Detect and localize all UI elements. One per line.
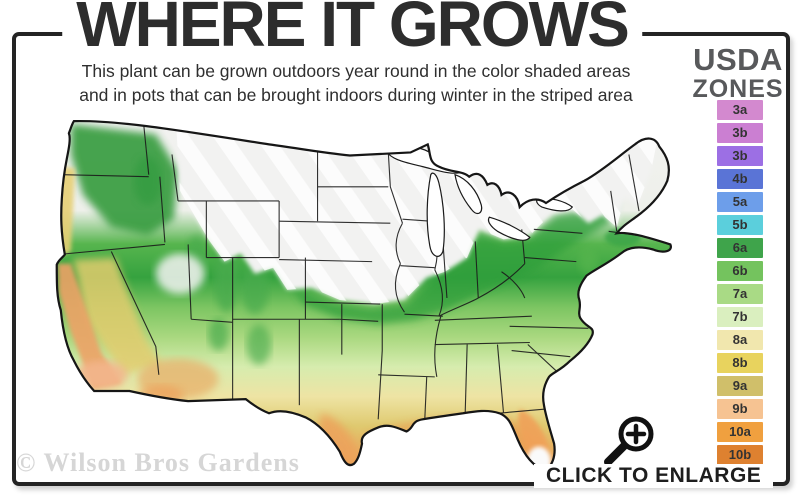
subtitle-line-1: This plant can be grown outdoors year ro… bbox=[81, 61, 631, 81]
zone-chip-9b: 9b bbox=[717, 399, 763, 419]
zone-chip-10b: 10b bbox=[717, 445, 763, 465]
us-hardiness-map bbox=[26, 110, 694, 482]
usda-zones-heading: USDA ZONES bbox=[683, 44, 793, 102]
us-map-graphic bbox=[55, 119, 672, 471]
zone-chip-5b: 5b bbox=[717, 215, 763, 235]
usda-heading-line2: ZONES bbox=[692, 75, 784, 103]
zone-chip-7a: 7a bbox=[717, 284, 763, 304]
usda-heading-line1: USDA bbox=[693, 42, 783, 77]
usda-zone-list: 3a 3b 3b 4b 5a 5b 6a 6b 7a 7b 8a 8b 9a 9b 10a 10b bbox=[717, 100, 763, 468]
zone-chip-3a: 3a bbox=[717, 100, 763, 120]
zone-chip-5a: 5a bbox=[717, 192, 763, 212]
subtitle: This plant can be grown outdoors year ro… bbox=[79, 60, 633, 107]
zone-chip-3b: 3b bbox=[717, 146, 763, 166]
zone-chip-3b: 3b bbox=[717, 123, 763, 143]
subtitle-line-2: and in pots that can be brought indoors … bbox=[79, 84, 633, 105]
zone-chip-4b: 4b bbox=[717, 169, 763, 189]
magnifier-plus-icon[interactable] bbox=[598, 412, 662, 470]
zone-chip-6a: 6a bbox=[717, 238, 763, 258]
state-borders bbox=[57, 124, 640, 422]
zone-chip-9a: 9a bbox=[717, 376, 763, 396]
zone-chip-7b: 7b bbox=[717, 307, 763, 327]
zone-chip-8a: 8a bbox=[717, 330, 763, 350]
zone-chip-8b: 8b bbox=[717, 353, 763, 373]
page-title: WHERE IT GROWS bbox=[62, 0, 642, 56]
click-to-enlarge-button[interactable]: CLICK TO ENLARGE bbox=[534, 464, 774, 488]
watermark: © Wilson Bros Gardens bbox=[16, 448, 300, 477]
zone-chip-10a: 10a bbox=[717, 422, 763, 442]
zone-chip-6b: 6b bbox=[717, 261, 763, 281]
